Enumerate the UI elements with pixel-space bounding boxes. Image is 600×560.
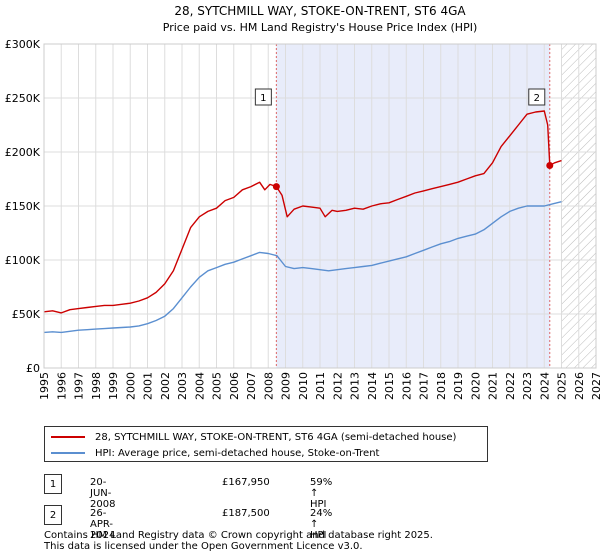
legend-swatch-hpi: [51, 452, 85, 454]
transaction-price: £167,950: [222, 477, 270, 488]
y-tick-label: £150K: [5, 200, 41, 213]
x-tick-label: 1997: [73, 372, 86, 400]
x-tick-label: 2012: [331, 372, 344, 400]
x-tick-label: 2020: [469, 372, 482, 400]
x-tick-label: 2015: [383, 372, 396, 400]
y-tick-label: £250K: [5, 92, 41, 105]
legend-swatch-property: [51, 436, 85, 438]
x-tick-label: 1995: [38, 372, 51, 400]
y-tick-label: £50K: [12, 308, 41, 321]
chart-legend: 28, SYTCHMILL WAY, STOKE-ON-TRENT, ST6 4…: [44, 426, 488, 462]
footer-line-1: Contains HM Land Registry data © Crown c…: [44, 530, 433, 541]
chart-title: 28, SYTCHMILL WAY, STOKE-ON-TRENT, ST6 4…: [174, 4, 466, 18]
x-tick-label: 2007: [245, 372, 258, 400]
x-tick-label: 1998: [90, 372, 103, 400]
x-tick-label: 2018: [435, 372, 448, 400]
legend-label-hpi: HPI: Average price, semi-detached house,…: [95, 447, 380, 459]
transaction-badge: 1: [44, 474, 62, 494]
transaction-hpi: 24% ↑ HPI: [310, 508, 333, 541]
x-tick-label: 2024: [538, 372, 551, 400]
price-chart: 28, SYTCHMILL WAY, STOKE-ON-TRENT, ST6 4…: [5, 4, 600, 400]
x-tick-label: 2001: [142, 372, 155, 400]
chart-subtitle: Price paid vs. HM Land Registry's House …: [163, 21, 478, 34]
footer-line-2: This data is licensed under the Open Gov…: [44, 541, 363, 552]
x-tick-label: 1999: [107, 372, 120, 400]
x-tick-label: 2023: [521, 372, 534, 400]
legend-item-hpi: HPI: Average price, semi-detached house,…: [51, 445, 379, 461]
sale-point: [272, 183, 280, 191]
x-tick-label: 2014: [366, 372, 379, 400]
plot-frame: [43, 43, 597, 369]
x-tick-label: 2027: [590, 372, 600, 400]
transaction-date: 26-APR-2024: [90, 508, 116, 541]
y-tick-label: £100K: [5, 254, 41, 267]
x-tick-label: 2010: [297, 372, 310, 400]
x-tick-label: 1996: [55, 372, 68, 400]
transaction-price: £187,500: [222, 508, 270, 519]
annotation-badge: [528, 88, 546, 106]
legend-label-property: 28, SYTCHMILL WAY, STOKE-ON-TRENT, ST6 4…: [95, 431, 457, 443]
property-series-line: [43, 110, 562, 314]
x-tick-label: 2021: [487, 372, 500, 400]
annotation-label: 1: [260, 93, 266, 104]
x-tick-label: 2017: [418, 372, 431, 400]
footer: Contains HM Land Registry data © Crown c…: [44, 530, 433, 552]
x-tick-label: 2011: [314, 372, 327, 400]
sale-point: [546, 162, 554, 169]
x-tick-label: 2026: [573, 372, 586, 400]
x-tick-label: 2022: [504, 372, 517, 400]
hpi-series-line: [43, 201, 562, 334]
x-tick-label: 2009: [280, 372, 293, 400]
x-tick-label: 2002: [159, 372, 172, 400]
y-tick-label: £300K: [5, 38, 41, 51]
x-tick-label: 2013: [349, 372, 362, 400]
y-tick-label: £0: [26, 362, 40, 375]
transaction-badge: 2: [44, 505, 62, 525]
x-tick-label: 2003: [176, 372, 189, 400]
annotation-badge: [254, 88, 272, 106]
x-tick-label: 2025: [556, 372, 569, 400]
legend-item-property: 28, SYTCHMILL WAY, STOKE-ON-TRENT, ST6 4…: [51, 429, 456, 445]
annotation-label: 2: [534, 93, 540, 104]
x-tick-label: 2005: [211, 372, 224, 400]
x-tick-label: 2000: [124, 372, 137, 400]
y-tick-label: £200K: [5, 146, 41, 159]
transaction-date: 20-JUN-2008: [90, 477, 116, 510]
transaction-hpi: 59% ↑ HPI: [310, 477, 333, 510]
x-tick-label: 2016: [400, 372, 413, 400]
x-tick-label: 2006: [228, 372, 241, 400]
x-tick-label: 2008: [262, 372, 275, 400]
x-tick-label: 2019: [452, 372, 465, 400]
x-tick-label: 2004: [193, 372, 206, 400]
